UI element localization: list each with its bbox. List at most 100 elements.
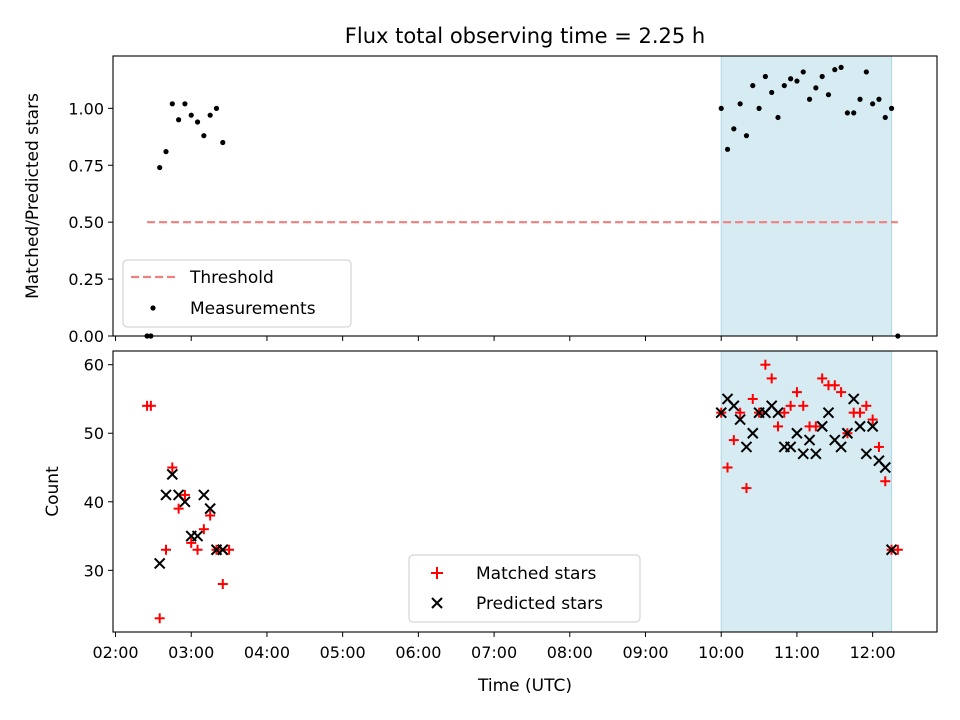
legend-measurements-swatch [150,305,156,311]
y-tick-label: 0.75 [68,156,104,175]
measurement-point [819,73,825,80]
matched-star-point [198,524,209,535]
x-stroke-b [153,557,166,570]
measurement-point [188,112,194,118]
x-stroke-b [715,406,727,419]
measurement-point [750,82,756,89]
x-stroke-b [198,489,210,501]
matched-star-point [728,435,739,446]
x-stroke-b [747,427,759,439]
matched-star-point [785,400,796,411]
legend-matched-label: Matched stars [476,564,596,584]
x-tick-label: 12:00 [850,643,896,662]
predicted-star-point [204,502,216,515]
matched-star-point [741,483,752,494]
predicted-star-point [822,406,835,419]
predicted-star-point [848,393,860,405]
x-stroke-b [822,406,835,419]
legend-predicted-label: Predicted stars [476,594,603,614]
measurement-point [207,112,213,118]
top-axes-frame [112,55,938,337]
x-tick-label: 08:00 [547,643,593,662]
observation-window-shade-bottom [720,350,893,633]
measurement-point [718,105,724,111]
predicted-star-point [166,468,179,481]
x-stroke-b [166,468,179,481]
x-stroke-b [765,400,778,412]
measurement-point [800,69,806,75]
x-stroke-b [848,393,860,405]
matched-star-point [145,400,156,411]
matched-star-point [766,373,777,384]
predicted-star-point [860,448,873,460]
bottom-x-ticks: 02:00 03:00 04:00 05:00 06:00 07:00 08:00 09:00… [92,632,896,662]
predicted-star-point [803,434,816,446]
y-tick-label: 40 [84,493,104,512]
predicted-star-point [885,544,898,556]
measurement-point [888,105,895,111]
matched-star-point [217,579,228,590]
x-stroke-b [172,489,185,501]
predicted-star-point [179,496,191,508]
x-stroke-b [885,544,898,556]
measurement-point [731,126,737,132]
matched-star-point [173,503,184,514]
matched-star-point [810,421,821,432]
matched-star-point [192,544,203,555]
measurement-point [863,69,869,75]
predicted-star-point [854,420,866,433]
top-legend: Threshold Measurements [122,259,352,328]
bottom-y-axis-label: Count [43,466,63,517]
top-x-ticks [115,336,874,341]
x-stroke-b [740,441,753,453]
matched-star-point [167,462,178,473]
legend-measurements-label: Measurements [190,299,316,319]
x-tick-label: 07:00 [471,643,517,662]
bottom-legend-box [408,554,641,623]
measurement-point [882,114,888,121]
matched-star-point [747,393,758,404]
predicted-star-point [160,489,172,501]
measurement-point [737,101,743,107]
y-tick-label: 30 [84,561,104,580]
x-stroke-b [835,441,847,453]
measurement-point [743,133,750,139]
predicted-stars-points [153,393,898,570]
x-stroke-b [866,420,879,433]
x-stroke-b [734,413,746,426]
x-tick-label: 03:00 [168,643,214,662]
x-stroke-b [816,420,828,433]
predicted-star-point [740,441,753,453]
x-stroke-b [772,406,784,419]
matched-star-point [760,359,771,370]
x-stroke-b [860,448,873,460]
measurement-point [756,105,762,111]
measurement-point [769,89,775,96]
x-stroke-b [179,496,191,508]
measurement-point [788,76,794,82]
x-stroke-b [728,400,740,412]
legend-threshold-label: Threshold [189,268,274,288]
legend-matched-swatch [431,567,443,579]
measurement-point [169,101,175,107]
x-tick-label: 11:00 [774,643,820,662]
measurement-point [844,110,851,116]
measurement-point [838,64,844,70]
x-tick-label: 05:00 [320,643,366,662]
matched-star-point [798,400,809,411]
matched-star-point [817,373,828,384]
matched-star-point [186,537,197,548]
measurement-point [176,117,182,123]
measurement-points [144,64,901,339]
matched-star-point [179,489,190,500]
observation-window-shade-top [720,55,893,337]
matched-star-point [829,380,840,391]
x-stroke-b [797,448,809,460]
matched-star-point [836,387,847,398]
bottom-axes-frame [112,350,938,633]
x-tick-label: 02:00 [92,643,138,662]
x-stroke-b [841,427,854,439]
predicted-star-point [879,461,891,474]
y-tick-label: 50 [84,424,104,443]
measurement-point [870,101,876,107]
